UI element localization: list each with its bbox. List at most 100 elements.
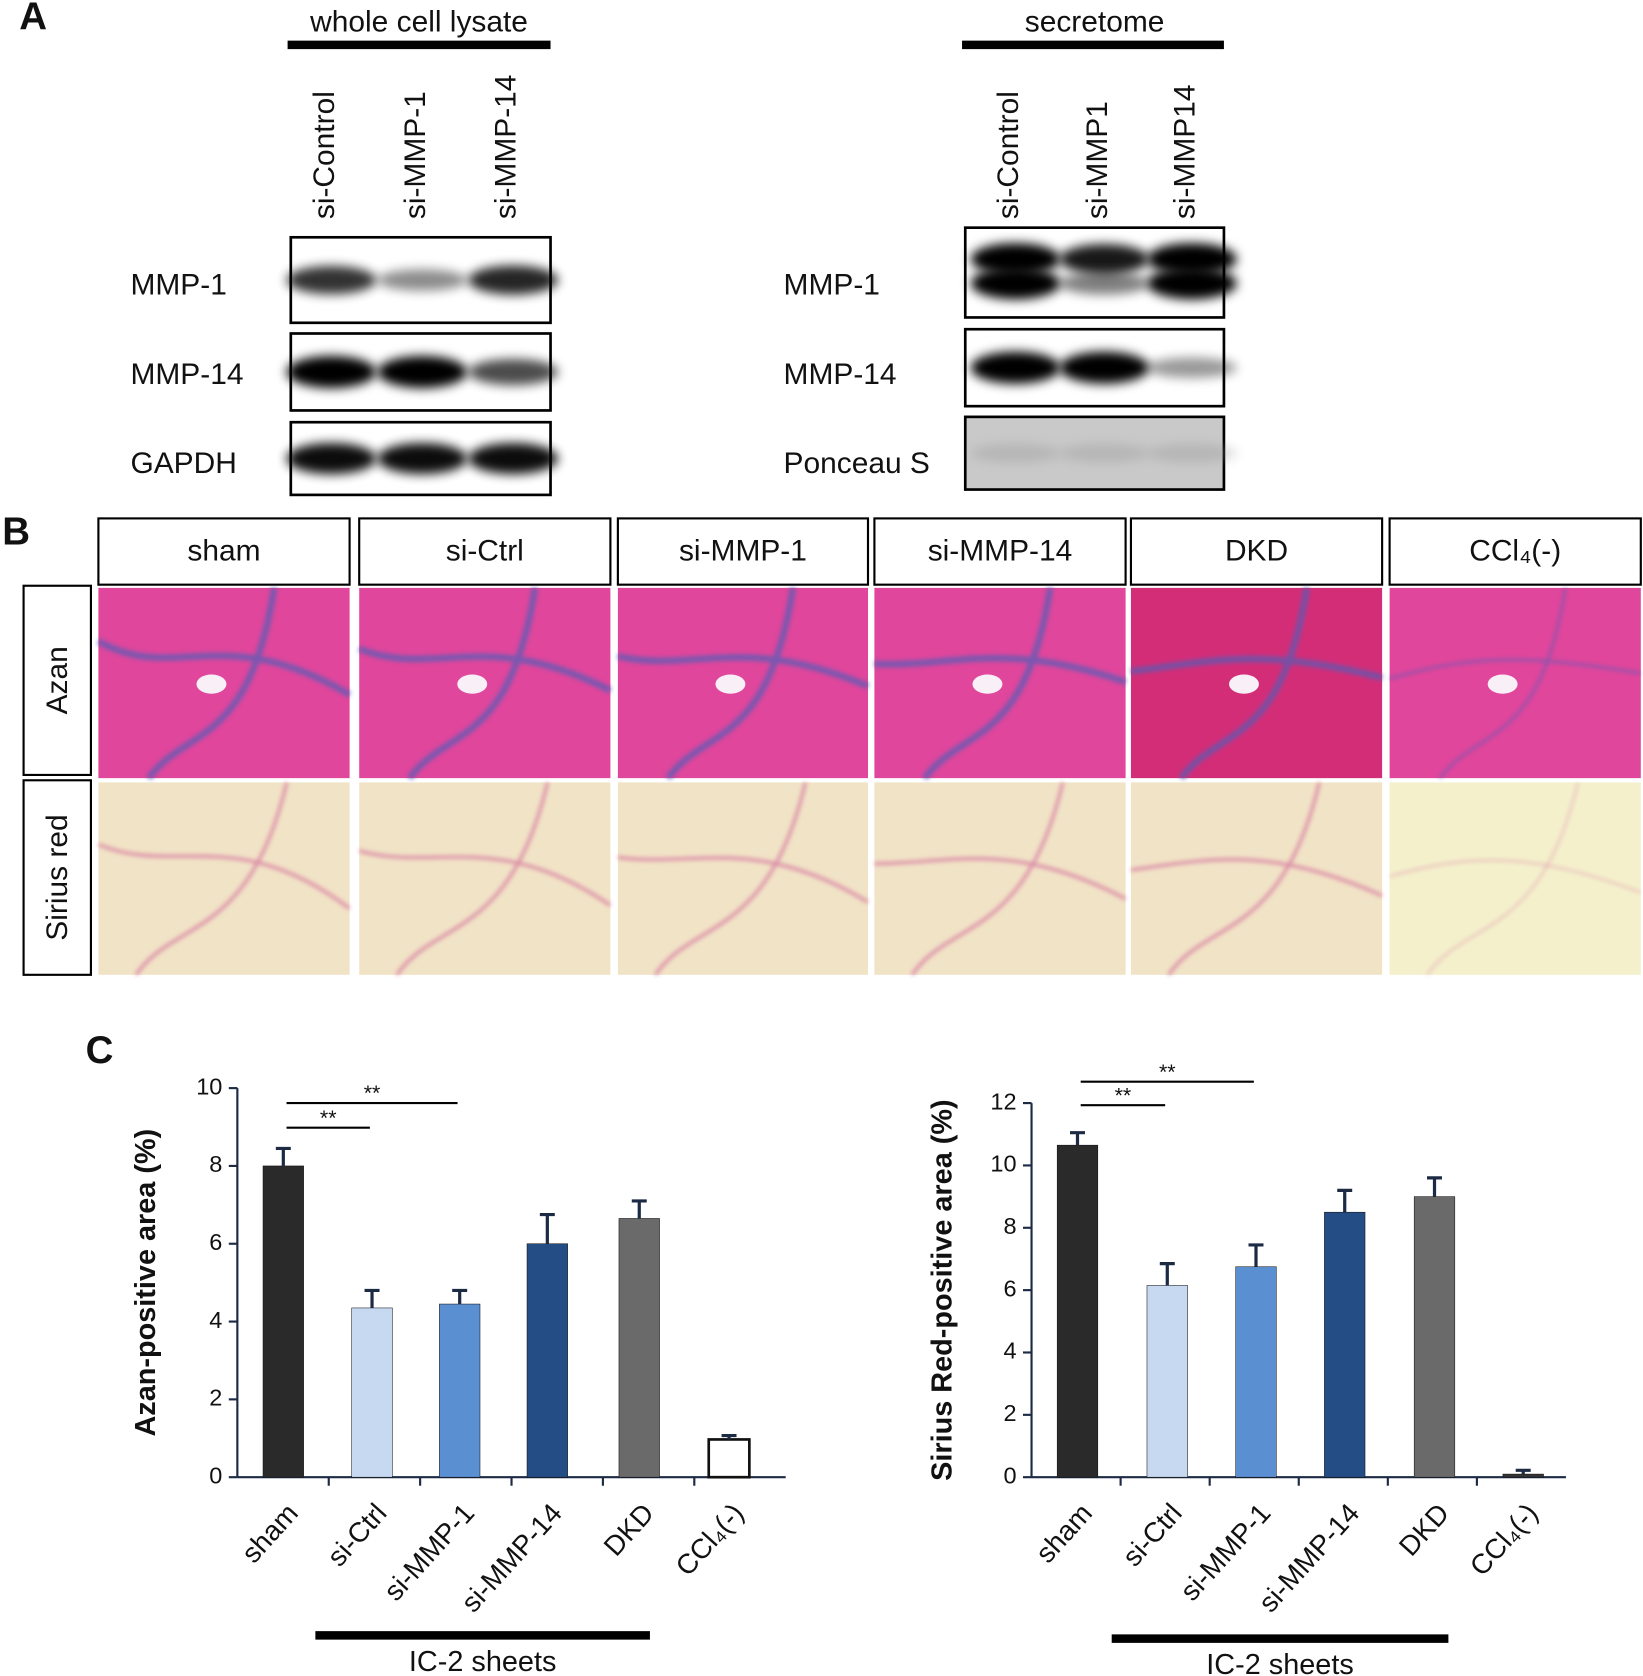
azan-vessel (715, 674, 746, 694)
blot-band (1146, 443, 1237, 463)
column-header-box (97, 517, 351, 586)
sirius-fibrosis (358, 782, 612, 976)
sirius-fibrosis (97, 782, 351, 976)
column-header: sham (187, 535, 260, 568)
blot-title: secretome (1025, 5, 1165, 38)
x-tick-label: sham (1030, 1497, 1098, 1568)
blot-band (377, 442, 468, 475)
blot-band (970, 243, 1061, 276)
column-header: DKD (1225, 535, 1288, 568)
blot-band (1146, 243, 1237, 276)
row-header: Azan (41, 646, 74, 714)
column-header-box (616, 517, 870, 586)
y-tick-label: 10 (990, 1151, 1016, 1177)
blot-row-label: Ponceau S (784, 447, 930, 480)
blot-band (468, 358, 559, 386)
azan-fibrosis (96, 587, 352, 781)
blot-band (1146, 267, 1237, 300)
error-bar (631, 1199, 647, 1219)
error-bar (1515, 1468, 1531, 1475)
y-tick-label: 10 (196, 1073, 222, 1099)
column-header-box (1388, 517, 1642, 586)
bar (351, 1307, 393, 1478)
sirius-fibrosis (874, 782, 1127, 976)
sirius-fibrosis (1389, 782, 1641, 976)
y-tick-label: 6 (209, 1229, 222, 1255)
blot-band (1059, 272, 1150, 295)
bar (618, 1218, 660, 1478)
azan-fibrosis (874, 587, 1127, 781)
bar (1146, 1285, 1188, 1478)
blot-band (1059, 443, 1150, 463)
x-tick-label: CCl₄(-) (669, 1497, 749, 1581)
blot-band (468, 442, 559, 475)
y-tick-label: 0 (1003, 1462, 1016, 1488)
y-axis-label: Azan-positive area (%) (130, 1129, 162, 1437)
blot-row-label: GAPDH (130, 447, 236, 480)
blot-band (286, 442, 377, 475)
lane-label: si-MMP14 (1168, 85, 1201, 220)
error-bar (539, 1212, 555, 1244)
group-label: IC-2 sheets (1206, 1649, 1354, 1676)
azan-vessel (196, 674, 227, 694)
azan-vessel (1487, 674, 1518, 694)
column-header: si-Ctrl (446, 535, 524, 568)
significance-label: ** (364, 1081, 381, 1105)
group-label: IC-2 sheets (409, 1646, 557, 1676)
sirius-image (617, 782, 868, 975)
error-bar (452, 1288, 468, 1305)
x-tick-label: CCl₄(-) (1464, 1497, 1544, 1581)
y-tick-label: 8 (209, 1151, 222, 1177)
y-tick-label: 2 (1003, 1400, 1016, 1426)
azan-fibrosis (617, 587, 870, 781)
blot-band (468, 265, 559, 295)
x-tick-label: si-Ctrl (321, 1497, 393, 1572)
x-tick-label: si-Ctrl (1116, 1497, 1188, 1572)
sirius-image (1130, 782, 1383, 975)
panel-label: C (86, 1029, 114, 1072)
error-bar (275, 1146, 291, 1166)
column-header-box (873, 517, 1127, 586)
error-bar (1427, 1176, 1442, 1197)
bar (1324, 1211, 1366, 1478)
lane-label: si-MMP-1 (399, 91, 432, 219)
azan-fibrosis (358, 587, 612, 781)
sirius-fibrosis (1130, 782, 1383, 976)
blot-title: whole cell lysate (309, 5, 528, 38)
sirius-fibrosis (617, 782, 869, 976)
azan-vessel (457, 674, 488, 694)
column-header: si-MMP-1 (679, 535, 807, 568)
error-bar (1248, 1243, 1264, 1267)
lane-label: si-Control (308, 91, 341, 219)
error-bar (1159, 1262, 1175, 1286)
blot-band (970, 267, 1061, 300)
blot-band (377, 269, 468, 291)
x-tick-label: DKD (1393, 1497, 1455, 1561)
row-header-box (22, 779, 92, 976)
bar (439, 1303, 481, 1478)
column-header: CCl₄(-) (1469, 535, 1561, 568)
bar (526, 1243, 568, 1478)
blot-band (286, 355, 377, 389)
y-axis-label: Sirius Red-positive area (%) (927, 1099, 959, 1481)
azan-fibrosis (1389, 587, 1641, 779)
significance-label: ** (320, 1106, 337, 1130)
blot-band (970, 351, 1061, 384)
y-tick-label: 8 (1003, 1213, 1016, 1239)
blot-band (1059, 351, 1150, 384)
panel-label: A (19, 0, 47, 38)
significance-label: ** (1115, 1083, 1132, 1107)
bar (1235, 1266, 1277, 1478)
row-header-box (22, 584, 92, 777)
lane-label: si-Control (992, 91, 1025, 219)
significance-label: ** (1159, 1060, 1176, 1084)
error-bar (1337, 1188, 1353, 1213)
error-bar (721, 1433, 737, 1440)
lane-label: si-MMP-14 (490, 75, 523, 220)
sirius-image (359, 782, 611, 975)
y-tick-label: 12 (990, 1088, 1016, 1114)
sirius-image (874, 782, 1126, 975)
blot-row-label: MMP-1 (784, 268, 880, 301)
error-bar (1070, 1131, 1085, 1146)
